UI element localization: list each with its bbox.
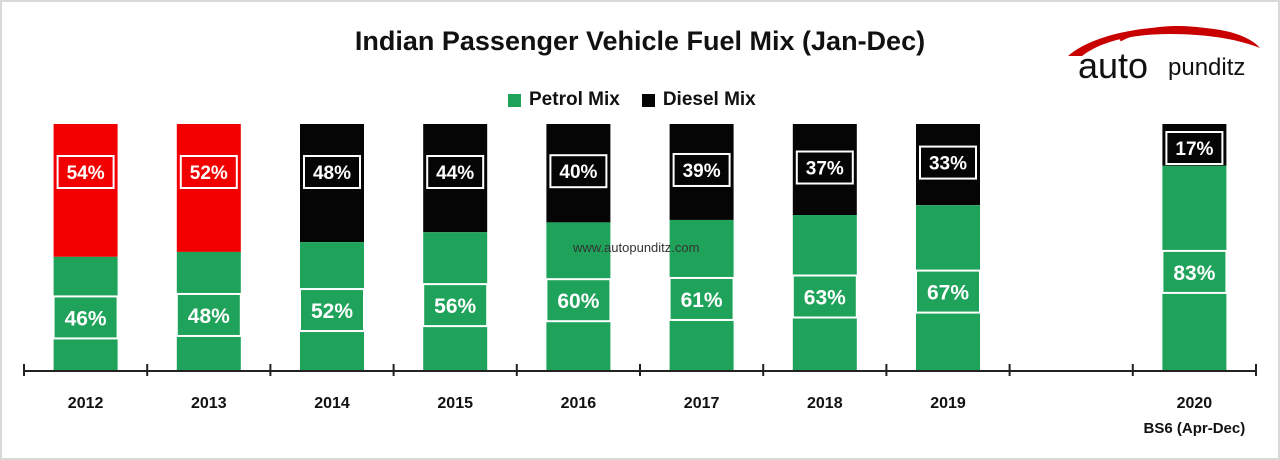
x-tick-label: 2015: [437, 395, 473, 412]
legend-item-diesel: Diesel Mix: [641, 89, 756, 111]
diesel-data-label: 44%: [436, 163, 474, 184]
petrol-label-box: [175, 292, 242, 337]
diesel-data-label: 33%: [929, 154, 967, 175]
petrol-label-box: [299, 288, 365, 333]
logo-text-punditz: punditz: [1168, 54, 1245, 81]
legend-item-petrol: Petrol Mix: [508, 89, 620, 111]
diesel-data-label: 17%: [1175, 139, 1213, 160]
diesel-label-box: [179, 155, 238, 189]
petrol-data-label: 63%: [804, 287, 846, 310]
chart-title: Indian Passenger Vehicle Fuel Mix (Jan-D…: [354, 26, 926, 56]
x-tick-label: 2014: [314, 395, 350, 412]
legend-swatch-petrol: [508, 93, 521, 107]
x-tick-label: 2020: [1177, 395, 1213, 412]
diesel-data-label: 54%: [67, 163, 105, 184]
petrol-data-label: 48%: [188, 305, 230, 328]
petrol-data-label: 67%: [927, 282, 969, 305]
x-tick-label: 2013: [191, 395, 227, 412]
petrol-label-box: [791, 274, 858, 319]
petrol-label-box: [915, 269, 981, 314]
petrol-label-box: [1161, 249, 1228, 294]
petrol-data-label: 61%: [681, 289, 723, 312]
diesel-data-label: 40%: [559, 162, 597, 183]
x-tick-sublabel: BS6 (Apr-Dec): [1144, 420, 1246, 437]
diesel-label-box: [1165, 131, 1224, 165]
petrol-data-label: 56%: [434, 295, 476, 318]
bar-diesel-2012: [53, 124, 118, 257]
diesel-data-label: 48%: [313, 163, 351, 184]
diesel-data-label: 39%: [683, 161, 721, 182]
diesel-label-box: [549, 154, 608, 189]
x-tick-label: 2012: [68, 395, 104, 412]
petrol-label-box: [545, 278, 612, 323]
watermark: www.autopunditz.com: [573, 240, 700, 255]
autopunditz-logo: auto punditz: [1068, 25, 1260, 86]
logo-car-roof: [1119, 25, 1226, 42]
diesel-data-label: 37%: [806, 159, 844, 180]
diesel-data-label: 52%: [190, 163, 228, 184]
diesel-label-box: [426, 155, 485, 189]
x-tick-label: 2017: [684, 395, 720, 412]
diesel-label-box: [795, 150, 854, 185]
petrol-data-label: 46%: [65, 307, 107, 330]
legend: Petrol Mix Diesel Mix: [508, 88, 756, 112]
petrol-label-box: [422, 283, 489, 328]
diesel-label-box: [56, 155, 115, 189]
legend-swatch-diesel: [641, 93, 655, 107]
logo-car-swoosh: [1068, 26, 1260, 56]
legend-label-petrol: Petrol Mix: [529, 89, 620, 110]
diesel-label-box: [919, 145, 977, 180]
x-tick-label: 2016: [561, 395, 597, 412]
legend-label-diesel: Diesel Mix: [662, 89, 756, 110]
petrol-label-box: [52, 295, 119, 340]
diesel-label-box: [303, 155, 361, 189]
petrol-data-label: 60%: [557, 290, 599, 313]
x-tick-label: 2018: [807, 395, 843, 412]
diesel-label-box: [672, 152, 731, 187]
logo-text-auto: auto: [1078, 45, 1148, 86]
petrol-label-box: [668, 276, 735, 321]
petrol-data-label: 52%: [311, 300, 353, 323]
petrol-data-label: 83%: [1173, 262, 1215, 285]
x-tick-label: 2019: [930, 395, 966, 412]
